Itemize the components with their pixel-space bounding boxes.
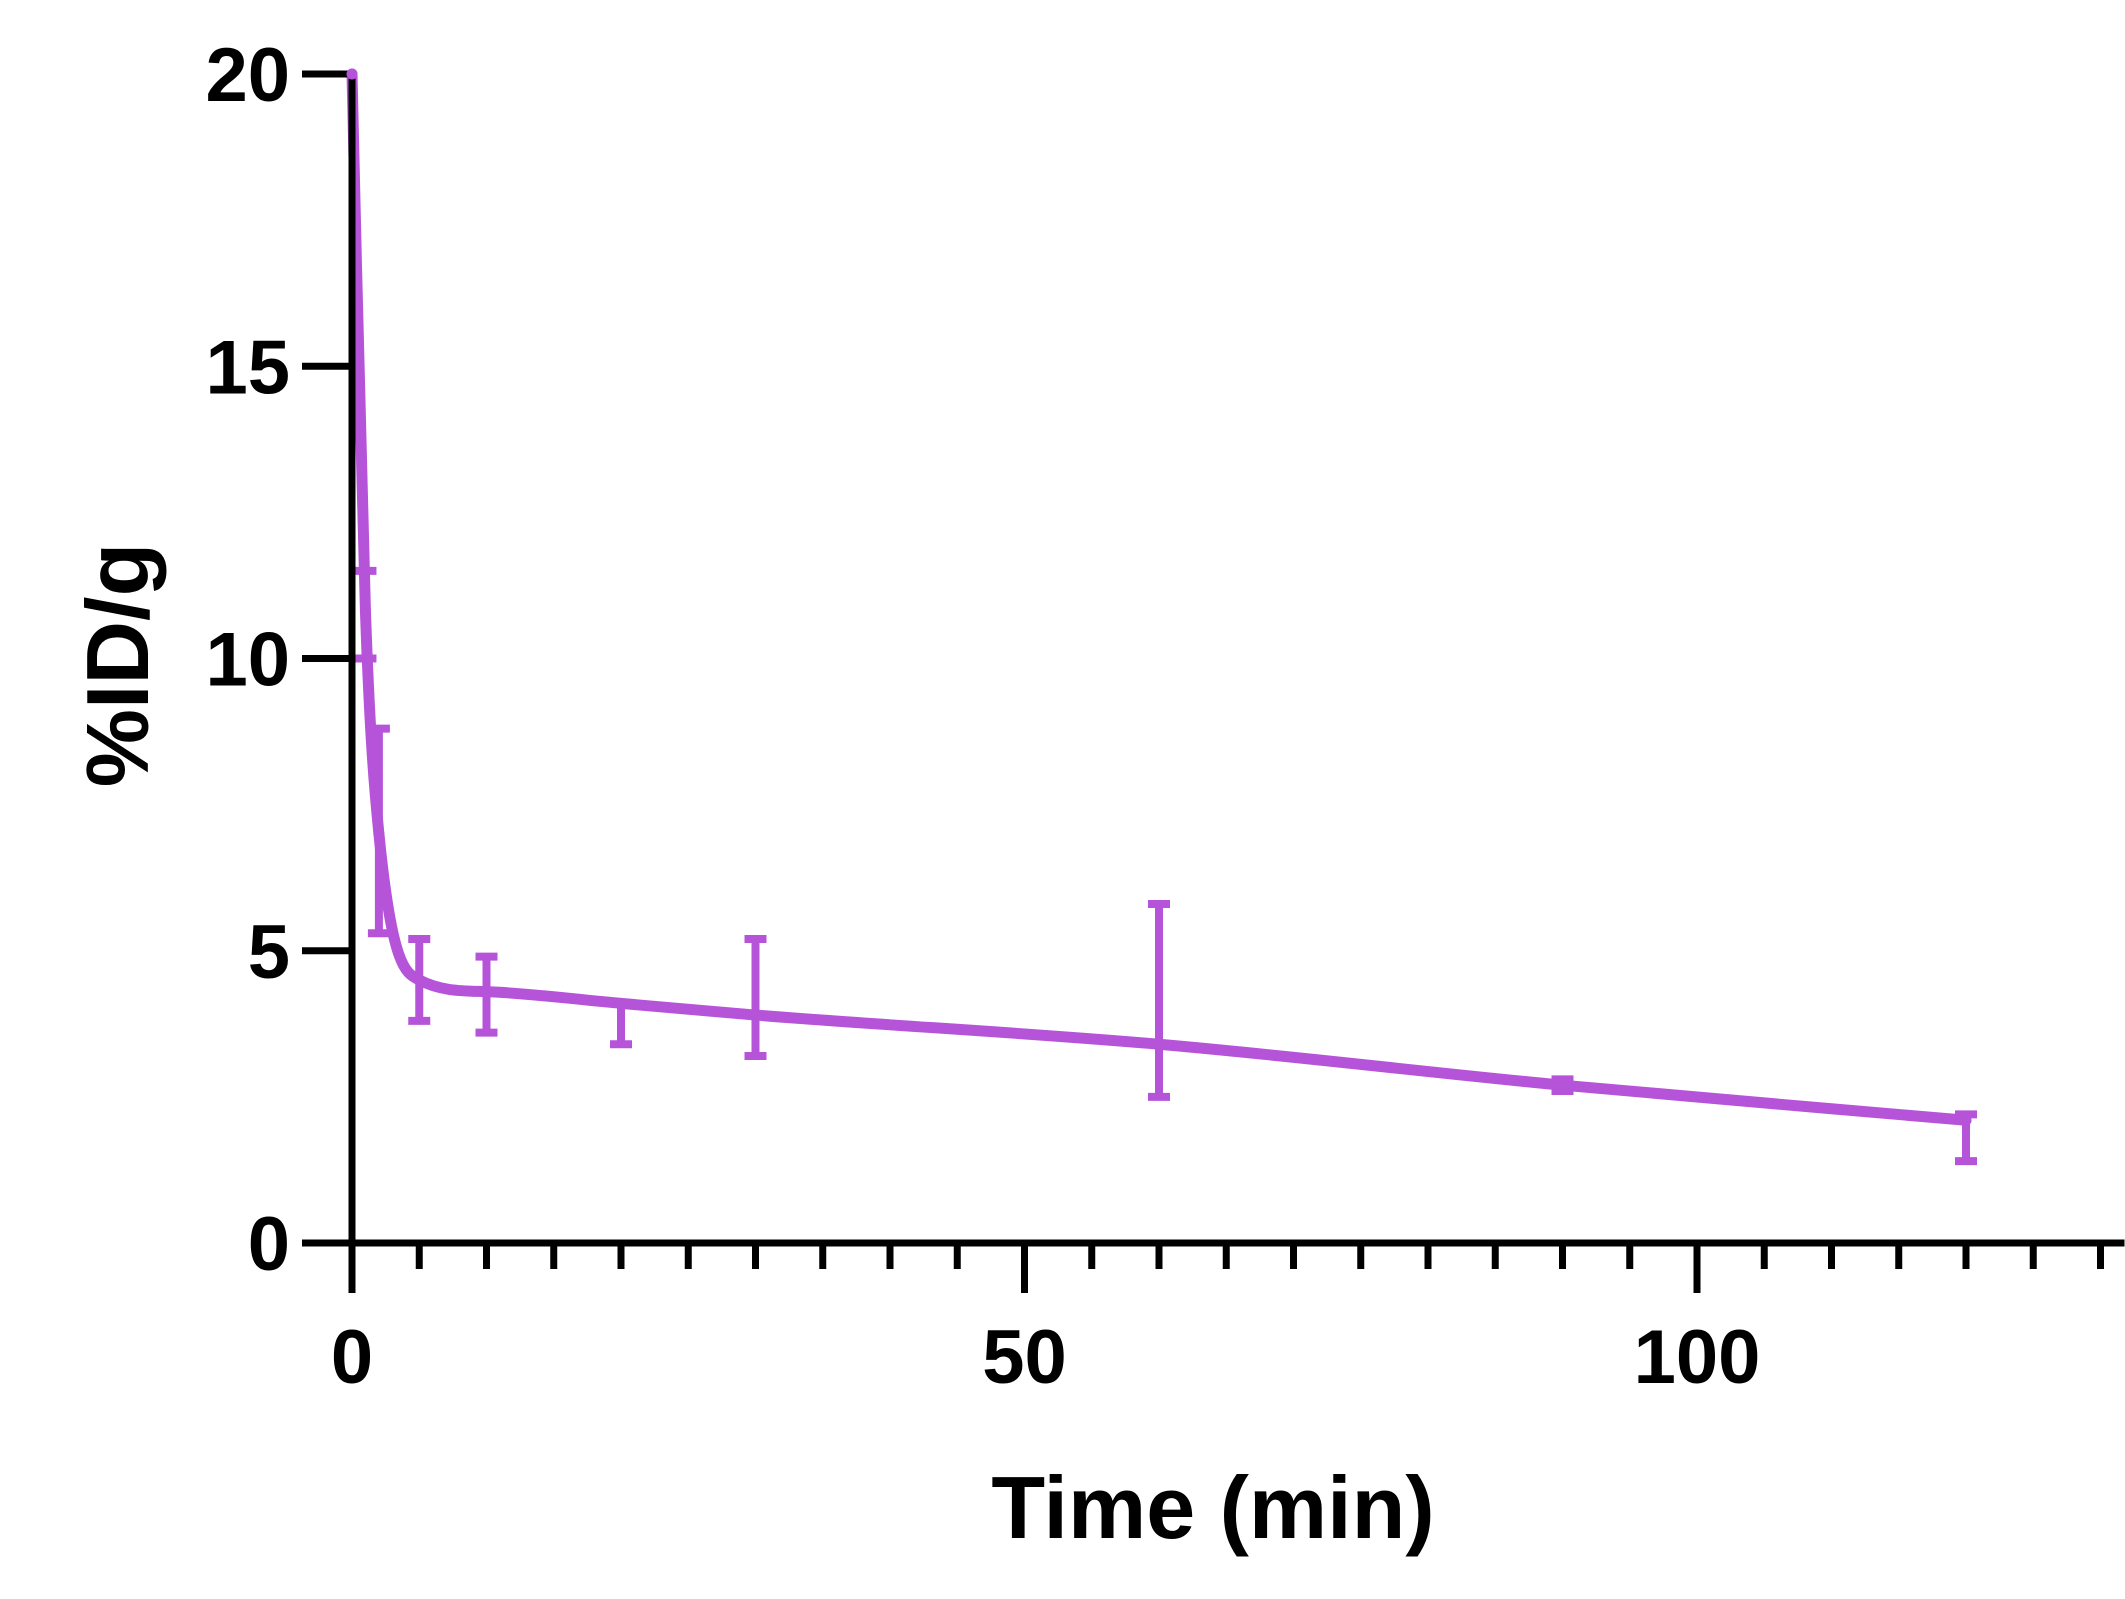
data-point [1153, 1038, 1165, 1050]
tick-labels: 0 5 10 15 20 0 50 100 [205, 33, 1760, 1400]
y-tick-label: 15 [205, 325, 290, 410]
error-bar [744, 935, 767, 1060]
data-point [359, 606, 371, 618]
x-tick-label: 50 [982, 1315, 1067, 1400]
data-point [1960, 1114, 1972, 1126]
x-tick-label: 0 [331, 1315, 373, 1400]
error-bars [354, 566, 1977, 1166]
data-point [615, 997, 627, 1009]
data-point [413, 974, 425, 986]
data-points [346, 68, 1972, 1126]
y-tick-label: 0 [248, 1202, 290, 1287]
y-axis-title: %ID/g [68, 543, 167, 787]
data-point [1557, 1079, 1568, 1091]
x-axis-title: Time (min) [991, 1458, 1434, 1557]
data-point [373, 828, 385, 840]
data-point [346, 68, 358, 80]
x-tick-label: 100 [1634, 1315, 1761, 1400]
error-bar [1148, 899, 1170, 1101]
y-tick-label: 5 [248, 910, 290, 995]
data-point [750, 1009, 761, 1021]
y-tick-label: 10 [205, 618, 290, 703]
axes [302, 70, 2125, 1293]
y-tick-label: 20 [205, 33, 290, 118]
data-point [481, 986, 492, 998]
